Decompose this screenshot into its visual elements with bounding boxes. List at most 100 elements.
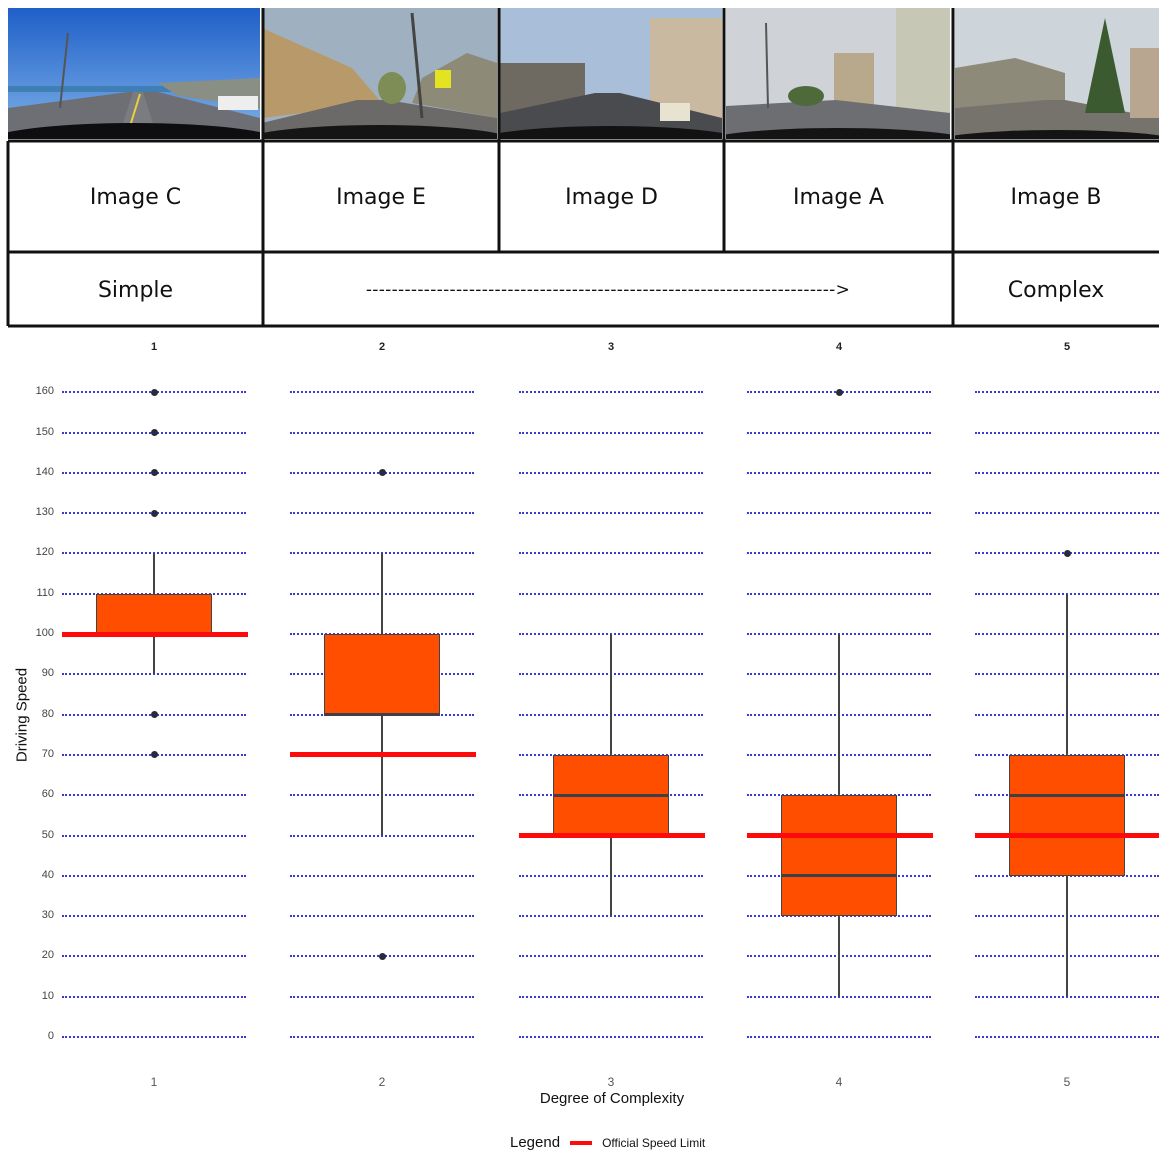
facet-label: 4 bbox=[835, 341, 843, 353]
y-tick-label: 40 bbox=[41, 868, 54, 881]
gridline bbox=[519, 512, 703, 515]
gridline bbox=[747, 1036, 931, 1038]
gridline bbox=[519, 592, 703, 595]
x-tick-label: 1 bbox=[150, 1075, 158, 1089]
gridline bbox=[290, 391, 474, 394]
y-tick-label: 120 bbox=[35, 546, 54, 559]
outlier-point bbox=[150, 388, 158, 396]
box bbox=[324, 634, 440, 715]
legend: Legend Official Speed Limit bbox=[510, 1134, 705, 1151]
speed-limit-line bbox=[62, 631, 248, 637]
y-tick-label: 150 bbox=[35, 425, 54, 438]
gridline bbox=[290, 1036, 474, 1038]
gridline bbox=[975, 1036, 1159, 1038]
legend-title: Legend bbox=[510, 1134, 561, 1151]
speed-limit-legend-key bbox=[570, 1140, 593, 1145]
complexity-arrow: ----------------------------------------… bbox=[365, 280, 851, 300]
facet-label: 2 bbox=[378, 341, 386, 353]
complex-label: Complex bbox=[1007, 277, 1105, 303]
median-line bbox=[324, 713, 440, 717]
gridline bbox=[519, 391, 703, 394]
gridline bbox=[290, 431, 474, 434]
y-tick-label: 130 bbox=[35, 506, 54, 519]
y-tick-label: 100 bbox=[35, 627, 54, 639]
gridline bbox=[975, 995, 1159, 998]
gridline bbox=[290, 915, 474, 918]
outlier-point bbox=[378, 469, 386, 477]
gridline bbox=[290, 995, 474, 998]
median-line bbox=[553, 793, 669, 797]
median-line bbox=[781, 874, 897, 878]
coastal-highway-photo bbox=[8, 8, 260, 139]
image-label-e: Image E bbox=[336, 185, 426, 210]
gridline bbox=[747, 592, 931, 595]
gridline bbox=[290, 834, 474, 837]
gridline bbox=[62, 1036, 246, 1038]
outlier-point bbox=[1063, 549, 1071, 557]
urban-intersection-photo bbox=[726, 8, 950, 139]
y-tick-label: 20 bbox=[41, 949, 54, 962]
x-tick-label: 3 bbox=[607, 1075, 615, 1089]
image-label-b: Image B bbox=[1010, 185, 1102, 210]
mountain-road-photo bbox=[262, 8, 497, 139]
y-tick-label: 10 bbox=[41, 989, 54, 1002]
gridline bbox=[747, 512, 931, 515]
gridline bbox=[747, 995, 931, 998]
outlier-point bbox=[150, 469, 158, 477]
legend-entry-speed-limit: Official Speed Limit bbox=[602, 1135, 706, 1150]
outlier-point bbox=[150, 711, 158, 719]
gridline bbox=[975, 391, 1159, 394]
y-tick-label: 70 bbox=[41, 747, 54, 760]
median-line bbox=[1009, 793, 1125, 797]
image-label-a: Image A bbox=[793, 185, 884, 210]
gridline bbox=[519, 915, 703, 918]
gridline bbox=[975, 431, 1159, 434]
y-tick-label: 0 bbox=[47, 1030, 54, 1042]
gridline bbox=[290, 874, 474, 877]
x-tick-label: 4 bbox=[835, 1075, 843, 1089]
outlier-point bbox=[835, 388, 843, 396]
gridline bbox=[62, 995, 246, 998]
y-axis-title: Driving Speed bbox=[13, 667, 31, 763]
gridline bbox=[62, 673, 246, 676]
simple-label: Simple bbox=[97, 277, 174, 303]
y-tick-label: 50 bbox=[41, 828, 54, 841]
box bbox=[96, 593, 212, 634]
box bbox=[1009, 754, 1125, 876]
gridline bbox=[747, 471, 931, 474]
facet-label: 3 bbox=[607, 341, 615, 353]
gridline bbox=[62, 794, 246, 797]
y-tick-label: 60 bbox=[41, 788, 54, 801]
gridline bbox=[519, 1036, 703, 1038]
gridline bbox=[62, 874, 246, 877]
gridline bbox=[290, 512, 474, 515]
y-tick-label: 110 bbox=[36, 586, 54, 599]
gridline bbox=[519, 431, 703, 434]
table-borders bbox=[6, 8, 1159, 328]
village-street-photo bbox=[955, 8, 1159, 139]
gridline bbox=[975, 512, 1159, 515]
facet-label: 5 bbox=[1063, 341, 1071, 353]
outlier-point bbox=[378, 952, 386, 960]
box bbox=[781, 795, 897, 917]
x-axis-title: Degree of Complexity bbox=[539, 1090, 685, 1107]
speed-limit-line bbox=[519, 833, 705, 838]
x-tick-label: 5 bbox=[1063, 1075, 1071, 1089]
speed-limit-line bbox=[975, 833, 1159, 838]
gridline bbox=[747, 431, 931, 434]
gridline bbox=[519, 995, 703, 998]
outlier-point bbox=[150, 751, 158, 759]
y-tick-label: 80 bbox=[41, 707, 54, 720]
gridline bbox=[62, 955, 246, 958]
outlier-point bbox=[150, 429, 158, 436]
speed-limit-line bbox=[747, 833, 933, 838]
image-label-d: Image D bbox=[565, 185, 658, 210]
y-tick-label: 140 bbox=[35, 465, 54, 478]
gridline bbox=[975, 471, 1159, 474]
gridline bbox=[519, 552, 703, 555]
town-street-photo bbox=[500, 8, 722, 139]
gridline bbox=[519, 955, 703, 958]
gridline bbox=[62, 834, 246, 837]
y-tick-label: 160 bbox=[35, 385, 54, 398]
